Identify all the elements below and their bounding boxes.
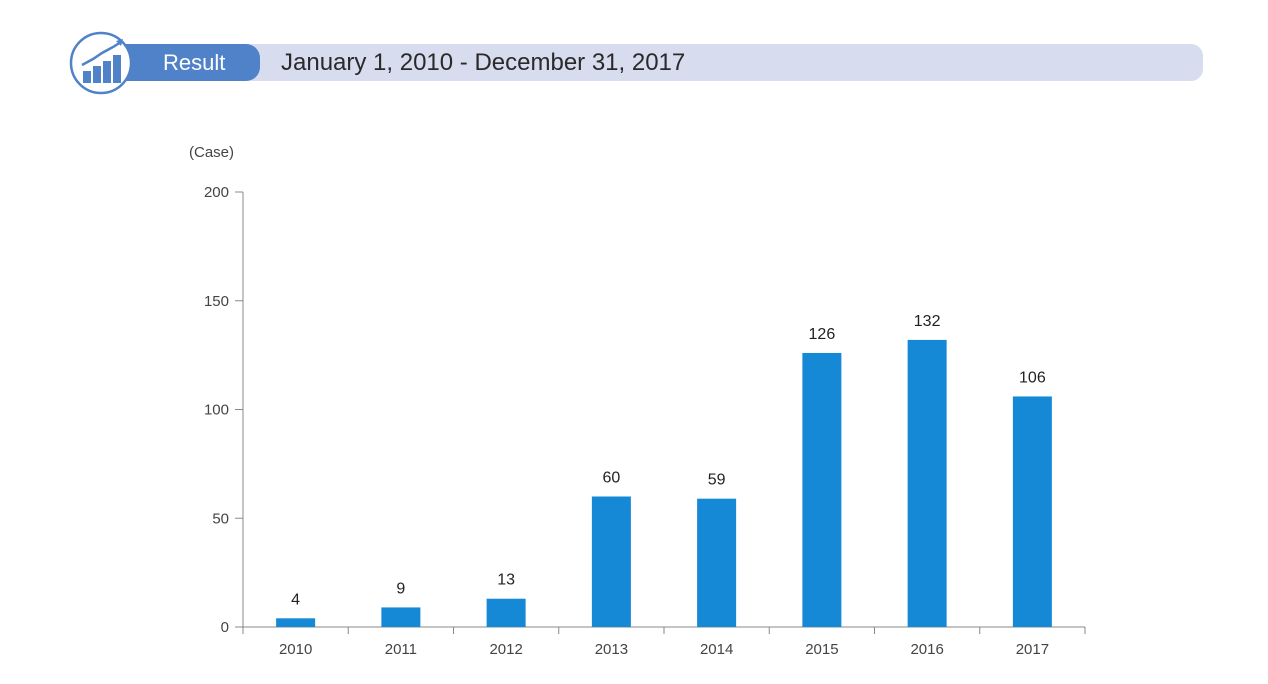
x-tick-label-2013: 2013 (595, 641, 628, 658)
result-label: Result (163, 50, 226, 75)
bar-2014 (697, 498, 737, 627)
period-label: January 1, 2010 - December 31, 2017 (281, 49, 686, 76)
bar-2010 (276, 618, 316, 627)
y-tick-label: 0 (221, 619, 229, 636)
x-tick-label-2014: 2014 (700, 641, 733, 658)
data-label-2014: 59 (708, 472, 726, 489)
data-label-2013: 60 (602, 470, 620, 487)
y-tick-label: 200 (204, 184, 229, 201)
bar-2017 (1012, 396, 1052, 627)
x-tick-label-2012: 2012 (489, 641, 522, 658)
x-tick-label-2016: 2016 (910, 641, 943, 658)
data-label-2010: 4 (291, 591, 300, 608)
bar-2013 (591, 496, 631, 627)
data-label-2015: 126 (809, 326, 836, 343)
x-tick-label-2011: 2011 (385, 641, 417, 658)
data-label-2011: 9 (396, 580, 405, 597)
data-label-2016: 132 (914, 313, 941, 330)
data-label-2017: 106 (1019, 369, 1046, 386)
bar-2015 (802, 352, 842, 627)
result-header: Result January 1, 2010 - December 31, 20… (0, 0, 1268, 120)
rising-bar-chart-icon (69, 31, 133, 95)
bar-2016 (907, 339, 947, 627)
period-bar (100, 44, 1203, 81)
y-tick-label: 100 (204, 402, 229, 419)
bar-2012 (486, 598, 526, 627)
y-tick-label: 150 (204, 293, 229, 310)
data-label-2012: 13 (497, 572, 515, 589)
y-tick-label: 50 (212, 510, 229, 527)
y-axis-label: (Case) (189, 144, 234, 161)
x-tick-label-2010: 2010 (279, 641, 312, 658)
x-tick-label-2015: 2015 (805, 641, 838, 658)
bar-2011 (381, 607, 421, 627)
x-tick-label-2017: 2017 (1016, 641, 1049, 658)
